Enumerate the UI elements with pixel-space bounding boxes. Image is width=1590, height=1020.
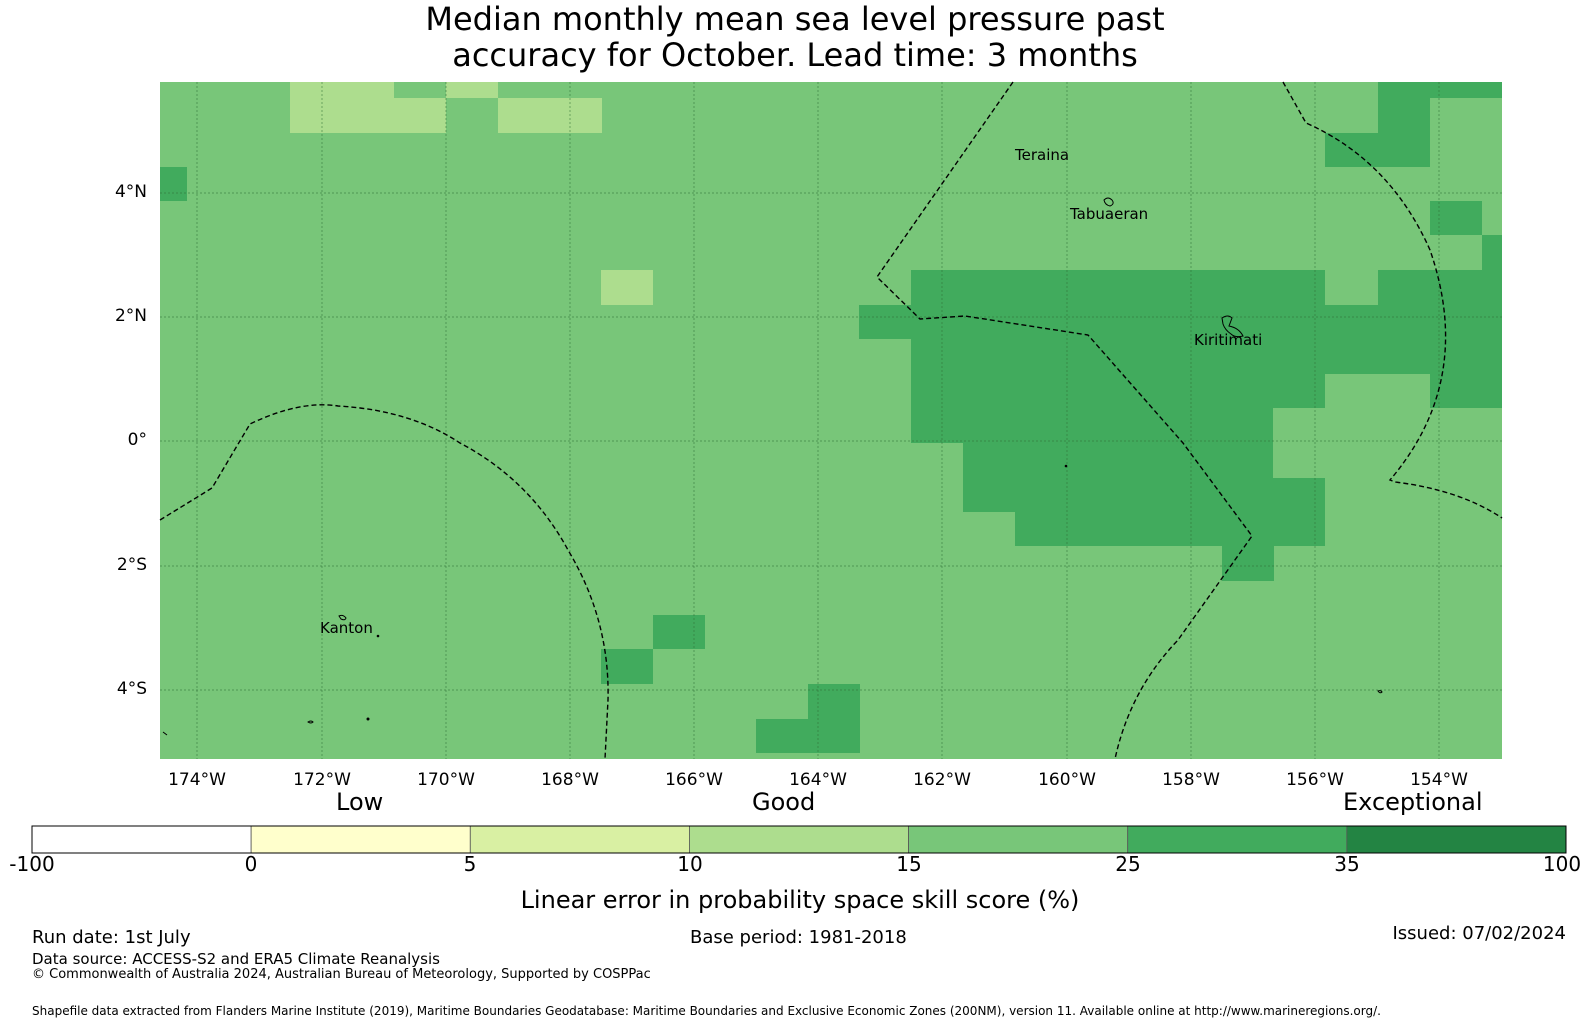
grid-cell (963, 478, 1325, 512)
x-tick-label: 170°W (417, 770, 475, 790)
colorbar-tick-label: 15 (896, 852, 922, 876)
chart-title-line-2: accuracy for October. Lead time: 3 month… (452, 36, 1138, 74)
colorbar-tick-label: 10 (677, 852, 703, 876)
eez-boundary-line-islands (876, 81, 1253, 760)
colorbar-tick-label: 35 (1334, 852, 1360, 876)
island-kanton (338, 614, 347, 621)
colorbar-segment (469, 825, 690, 854)
grid-cell (911, 270, 1325, 305)
grid-cell (1325, 133, 1430, 167)
colorbar-tick-label: 100 (1542, 852, 1582, 876)
x-tick-label: 162°W (913, 770, 971, 790)
colorbar-segment (31, 825, 252, 854)
y-tick-label: 2°N (114, 306, 147, 326)
grid-cell (601, 649, 653, 684)
x-tick-label: 172°W (293, 770, 351, 790)
colorbar-category-low: Low (336, 788, 384, 816)
island-small (366, 717, 370, 721)
grid-cell (808, 684, 860, 719)
eez-boundary-phoenix (159, 404, 609, 760)
grid-cell (859, 305, 1502, 339)
colorbar-segment (1346, 825, 1567, 854)
grid-cell (446, 82, 498, 98)
skill-cells (160, 82, 1502, 753)
grid-cell (1378, 98, 1430, 133)
islands (162, 197, 1383, 736)
grid-cell (498, 98, 602, 133)
grid-cell (290, 82, 394, 98)
place-label-tabuaeran: Tabuaeran (1070, 205, 1149, 223)
x-tick-label: 156°W (1286, 770, 1344, 790)
x-tick-label: 166°W (665, 770, 723, 790)
copyright: © Commonwealth of Australia 2024, Austra… (32, 967, 651, 982)
grid-cell (1015, 512, 1325, 546)
x-tick-label: 164°W (789, 770, 847, 790)
map-background (160, 82, 1502, 759)
y-tick-label: 0° (127, 430, 147, 450)
base-period: Base period: 1981-2018 (690, 927, 907, 948)
colorbar-frame (31, 825, 1567, 854)
island-small (376, 634, 380, 638)
island-small (307, 720, 314, 724)
issued-date: Issued: 07/02/2024 (1392, 923, 1566, 944)
x-tick-label: 174°W (168, 770, 226, 790)
colorbar-tick-label: 0 (244, 852, 258, 876)
colorbar-tick-label: -100 (9, 852, 55, 876)
graticule (160, 82, 1502, 759)
y-tick-label: 4°S (116, 679, 147, 699)
colorbar-segment (250, 825, 471, 854)
x-tick-label: 168°W (541, 770, 599, 790)
colorbar-segment (689, 825, 909, 854)
colorbar-title: Linear error in probability space skill … (520, 886, 1080, 914)
grid-cell (1430, 374, 1502, 408)
grid-cell (1430, 201, 1482, 235)
x-tick-label: 154°W (1410, 770, 1468, 790)
grid-cell (1378, 82, 1502, 98)
place-label-kiritimati: Kiritimati (1194, 331, 1263, 349)
grid-cell (756, 719, 860, 753)
y-tick-label: 4°N (114, 182, 147, 202)
x-tick-label: 158°W (1162, 770, 1220, 790)
island-kiritimati (1221, 315, 1244, 338)
colorbar-segment (908, 825, 1129, 854)
grid-cell (1482, 235, 1502, 270)
shapefile-credit: Shapefile data extracted from Flanders M… (32, 1004, 1381, 1018)
island-tabuaeran (1103, 197, 1114, 207)
place-label-kanton: Kanton (320, 619, 373, 637)
data-source: Data source: ACCESS-S2 and ERA5 Climate … (32, 950, 440, 968)
chart-title-line-1: Median monthly mean sea level pressure p… (425, 0, 1165, 38)
y-tick-label: 2°S (116, 555, 147, 575)
colorbar-segment (1127, 825, 1348, 854)
grid-cell (1222, 546, 1274, 581)
eez-boundary-east (1282, 81, 1503, 519)
grid-cell (911, 374, 1325, 408)
x-tick-label: 160°W (1038, 770, 1096, 790)
colorbar-tick-label: 5 (463, 852, 477, 876)
grid-cell (911, 339, 1502, 374)
island-small (162, 731, 168, 736)
colorbar-category-good: Good (752, 788, 816, 816)
grid-cell (963, 443, 1273, 478)
island-small (1064, 464, 1068, 468)
colorbar-tick-label: 25 (1115, 852, 1141, 876)
run-date: Run date: 1st July (32, 927, 191, 948)
grid-cell (290, 98, 446, 133)
place-label-teraina: Teraina (1015, 146, 1070, 164)
colorbar-category-exceptional: Exceptional (1343, 788, 1483, 816)
island-small (1377, 690, 1383, 694)
colorbar (31, 825, 1567, 854)
grid-cell (653, 615, 705, 649)
grid-cell (601, 270, 653, 305)
grid-cell (160, 167, 187, 201)
grid-cell (911, 408, 1273, 443)
eez-boundaries (159, 81, 1503, 760)
